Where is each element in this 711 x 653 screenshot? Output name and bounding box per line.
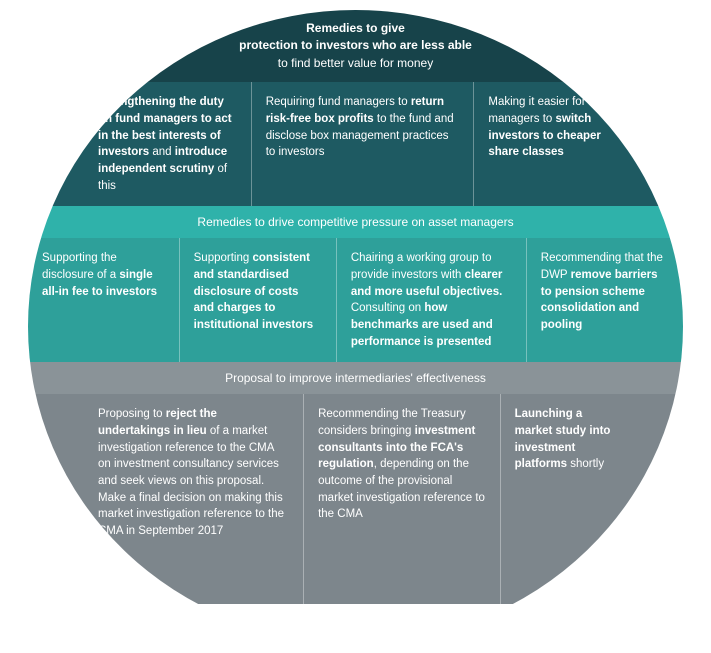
section2-header: Remedies to drive competitive pressure o…	[28, 206, 683, 238]
circle-diagram: Remedies to give protection to investors…	[28, 10, 683, 643]
s1-header-line3: to find better value for money	[278, 56, 433, 70]
section1-row: Strengthening the duty on fund managers …	[28, 82, 683, 206]
s2-cell-4: Recommending that the DWP remove barrier…	[526, 238, 683, 362]
section3-header: Proposal to improve intermediaries' effe…	[28, 362, 683, 394]
s1-cell-2: Requiring fund managers to return risk-f…	[251, 82, 474, 206]
section-intermediaries: Proposal to improve intermediaries' effe…	[28, 362, 683, 604]
section-competitive-pressure: Remedies to drive competitive pressure o…	[28, 206, 683, 362]
s2-cell-2: Supporting consistent and standardised d…	[179, 238, 336, 362]
s2-cell-1: Supporting the disclosure of a single al…	[28, 238, 179, 362]
section1-header: Remedies to give protection to investors…	[28, 10, 683, 82]
s3-cell-1: Proposing to reject the undertakings in …	[28, 394, 303, 604]
section-investor-protection: Remedies to give protection to investors…	[28, 10, 683, 206]
section3-row: Proposing to reject the undertakings in …	[28, 394, 683, 604]
s1-header-line2: protection to investors who are less abl…	[239, 38, 472, 52]
section2-row: Supporting the disclosure of a single al…	[28, 238, 683, 362]
s1-cell-1: Strengthening the duty on fund managers …	[28, 82, 251, 206]
s1-cell-3: Making it easier for fund managers to sw…	[473, 82, 683, 206]
s3-cell-2: Recommending the Treasury considers brin…	[303, 394, 500, 604]
s3-cell-3: Launching a market study into investment…	[500, 394, 683, 604]
s2-cell-3: Chairing a working group to provide inve…	[336, 238, 526, 362]
s1-header-line1: Remedies to give	[306, 21, 405, 35]
